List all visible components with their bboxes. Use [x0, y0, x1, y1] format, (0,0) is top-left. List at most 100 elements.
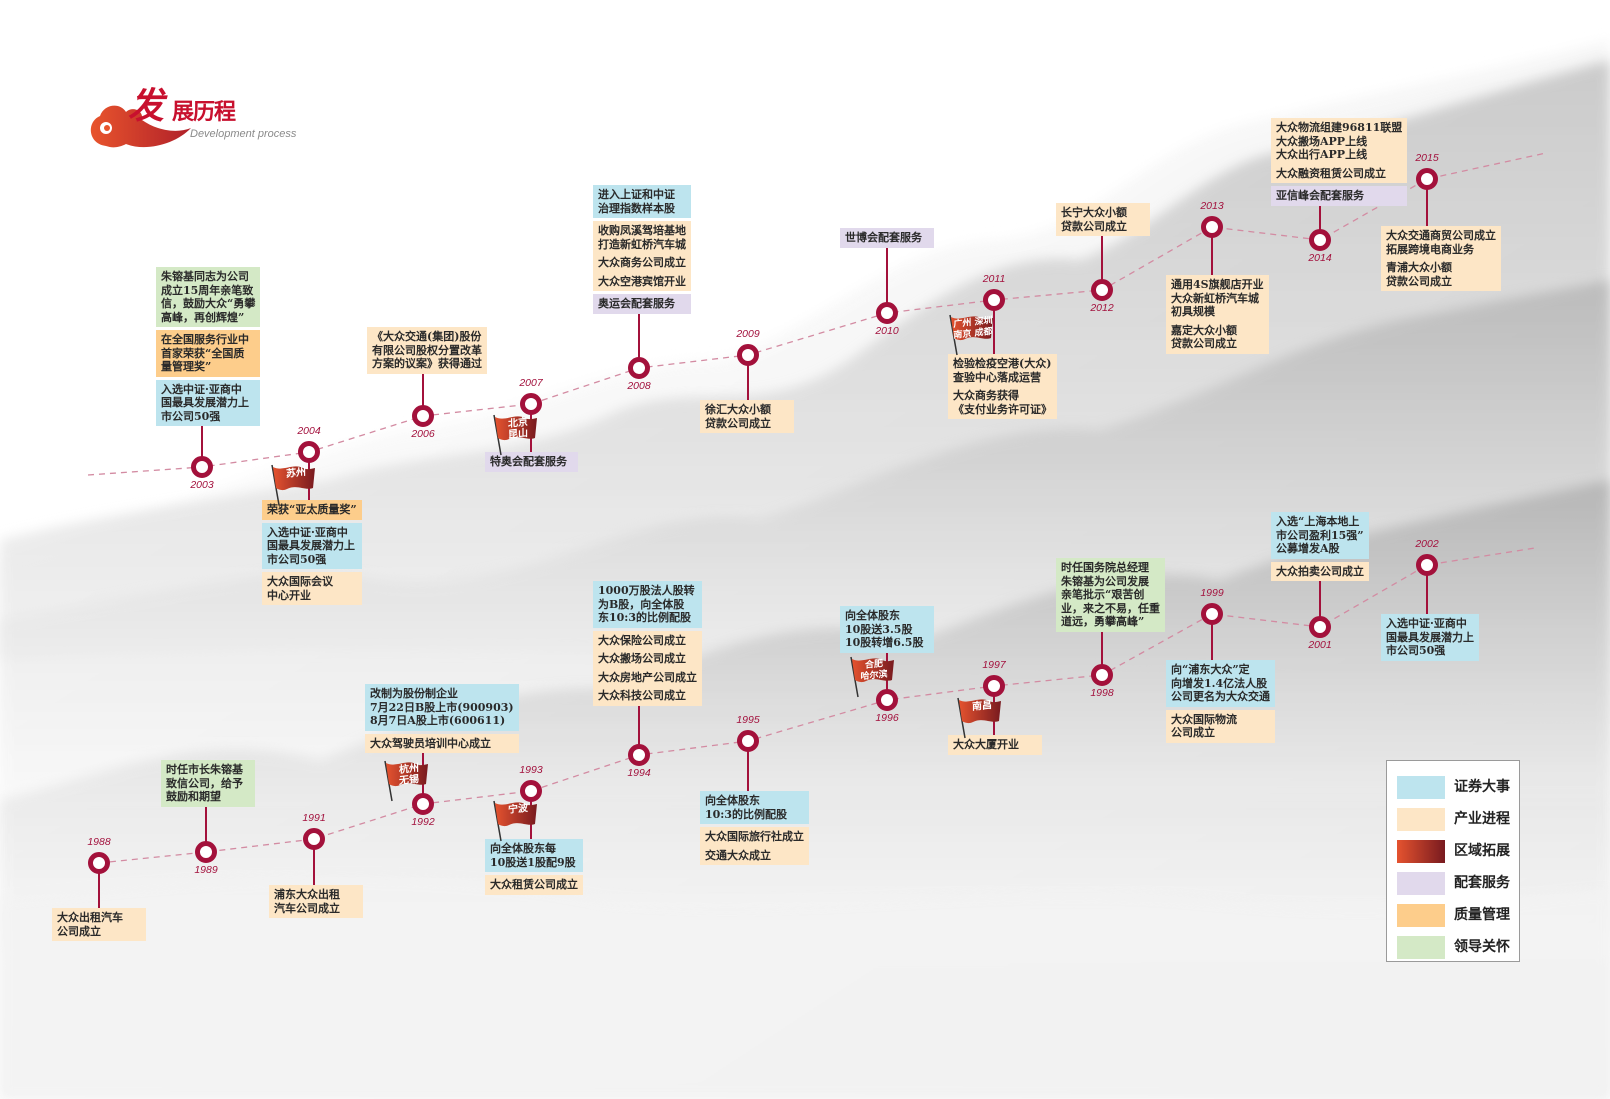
- year-label: 2010: [875, 325, 899, 337]
- event-box-1993: 向全体股东每 10股送1股配9股大众租赁公司成立: [485, 839, 583, 895]
- legend-label: 配套服务: [1454, 875, 1510, 891]
- year-node-2013: [1201, 216, 1223, 238]
- event-item-securities: 向全体股东 10股送3.5股 10股转增6.5股: [840, 606, 934, 653]
- region-flag-1996: 合肥 哈尔滨: [848, 656, 896, 698]
- year-label: 2013: [1200, 200, 1224, 212]
- year-node-1999: [1201, 603, 1223, 625]
- event-item-service: 奥运会配套服务: [593, 294, 691, 314]
- event-box-1998: 时任国务院总经理 朱镕基为公司发展 亲笔批示“艰苦创 业，来之不易，任重 道远，…: [1056, 558, 1165, 632]
- year-label: 1999: [1200, 587, 1224, 599]
- event-item-securities: 向“浦东大众”定 向增发1.4亿法人股 公司更名为大众交通: [1166, 660, 1275, 707]
- event-item-quality: 在全国服务行业中 首家荣获“全国质 量管理奖”: [156, 330, 261, 377]
- logo-title-en: Development process: [190, 128, 297, 140]
- year-node-2012: [1091, 279, 1113, 301]
- event-item-industry: 大众交通商贸公司成立 拓展跨境电商业务: [1381, 226, 1501, 259]
- event-item-industry: 大众出租汽车 公司成立: [52, 908, 146, 941]
- year-label: 1995: [736, 714, 760, 726]
- year-label: 2014: [1308, 252, 1332, 264]
- event-box-1997: 大众大厦开业: [948, 735, 1042, 755]
- legend-label: 质量管理: [1454, 907, 1510, 923]
- year-node-1997: [983, 675, 1005, 697]
- event-item-service: 特奥会配套服务: [485, 452, 578, 472]
- event-item-industry: 浦东大众出租 汽车公司成立: [269, 885, 363, 918]
- legend-item-quality: 质量管理: [1397, 899, 1519, 931]
- year-node-2007: [520, 393, 542, 415]
- event-box-1989: 时任市长朱镕基 致信公司，给予 鼓励和期望: [161, 760, 255, 807]
- region-flag-2011: 广州 深圳 南京 成都: [947, 314, 995, 356]
- legend-label: 证券大事: [1454, 779, 1510, 795]
- region-flag-2007: 北京 昆山: [491, 414, 539, 456]
- year-label: 1992: [411, 816, 435, 828]
- legend: 证券大事 产业进程 区域拓展 配套服务 质量管理 领导关怀: [1386, 760, 1520, 962]
- flag-city-names: 合肥 哈尔滨: [860, 659, 888, 683]
- event-box-2001: 入选“上海本地上 市公司盈利15强” 公募增发A股 大众拍卖公司成立: [1271, 512, 1369, 581]
- year-label: 1994: [627, 767, 651, 779]
- legend-swatch: [1397, 871, 1445, 895]
- region-flag-1992: 杭州 无锡: [382, 760, 430, 802]
- event-box-2015: 大众交通商贸公司成立 拓展跨境电商业务 青浦大众小额 贷款公司成立: [1381, 226, 1501, 291]
- legend-swatch: [1397, 935, 1445, 959]
- event-item-industry: 大众搬场公司成立: [593, 650, 702, 669]
- year-node-2002: [1416, 554, 1438, 576]
- event-box-2014: 大众物流组建96811联盟 大众搬场APP上线 大众出行APP上线 大众融资租赁公…: [1271, 118, 1408, 206]
- year-label: 2011: [982, 273, 1006, 285]
- event-box-2003: 朱镕基同志为公司 成立15周年亲笔致 信，鼓励大众“勇攀 高峰，再创辉煌” 在全国…: [156, 267, 261, 426]
- event-item-leadership: 时任国务院总经理 朱镕基为公司发展 亲笔批示“艰苦创 业，来之不易，任重 道远，…: [1056, 558, 1165, 632]
- legend-swatch: [1397, 839, 1445, 863]
- year-label: 2009: [736, 328, 760, 340]
- year-node-2006: [412, 405, 434, 427]
- event-box-1991: 浦东大众出租 汽车公司成立: [269, 885, 363, 918]
- year-label: 1997: [982, 659, 1006, 671]
- auspicious-cloud-icon: [90, 105, 191, 148]
- event-item-service: 亚信峰会配套服务: [1271, 186, 1408, 206]
- event-box-2008: 进入上证和中证 治理指数样本股 收购凤溪驾培基地 打造新虹桥汽车城 大众商务公司成立…: [593, 185, 691, 314]
- event-item-securities: 向全体股东每 10股送1股配9股: [485, 839, 583, 872]
- event-item-industry: 嘉定大众小额 贷款公司成立: [1166, 321, 1269, 354]
- event-box-2006: 《大众交通(集团)股份 有限公司股权分置改革 方案的议案》获得通过: [367, 327, 487, 374]
- year-node-1993: [520, 780, 542, 802]
- year-node-2010: [876, 302, 898, 324]
- region-flag-1997: 南昌: [955, 697, 1003, 739]
- year-node-1995: [737, 730, 759, 752]
- year-label: 1998: [1090, 687, 1114, 699]
- logo-title-first-char: 发: [128, 85, 165, 127]
- event-item-securities: 入选中证·亚商中 国最具发展潜力上 市公司50强: [262, 522, 362, 569]
- red-flag-icon: [271, 464, 315, 506]
- legend-item-securities: 证券大事: [1397, 771, 1519, 803]
- upper-timeline-dashed-line: [87, 152, 1547, 476]
- legend-swatch: [1397, 775, 1445, 799]
- year-node-2014: [1309, 229, 1331, 251]
- red-flag-icon: [850, 656, 894, 698]
- red-flag-icon: [493, 414, 537, 456]
- event-box-2004: 荣获“亚太质量奖” 入选中证·亚商中 国最具发展潜力上 市公司50强 大众国际会议 …: [262, 500, 362, 605]
- year-node-1991: [303, 828, 325, 850]
- region-flag-1993: 宁波: [491, 800, 539, 842]
- event-item-industry: 青浦大众小额 贷款公司成立: [1381, 259, 1501, 291]
- event-box-1999: 向“浦东大众”定 向增发1.4亿法人股 公司更名为大众交通 大众国际物流 公司成立: [1166, 660, 1275, 743]
- event-box-2007: 特奥会配套服务: [485, 452, 578, 472]
- legend-label: 领导关怀: [1454, 939, 1510, 955]
- year-node-1988: [88, 852, 110, 874]
- event-box-2010: 世博会配套服务: [840, 228, 934, 248]
- event-box-1988: 大众出租汽车 公司成立: [52, 908, 146, 941]
- event-box-2012: 长宁大众小额 贷款公司成立: [1056, 203, 1150, 236]
- event-item-industry: 大众租赁公司成立: [485, 875, 583, 895]
- red-flag-icon: [949, 314, 993, 356]
- event-box-2013: 通用4S旗舰店开业 大众新虹桥汽车城 初具规模 嘉定大众小额 贷款公司成立: [1166, 275, 1269, 354]
- legend-label: 区域拓展: [1454, 843, 1510, 859]
- year-label: 2003: [190, 479, 214, 491]
- legend-swatch: [1397, 903, 1445, 927]
- event-item-industry: 大众物流组建96811联盟 大众搬场APP上线 大众出行APP上线: [1271, 118, 1408, 165]
- event-item-leadership: 朱镕基同志为公司 成立15周年亲笔致 信，鼓励大众“勇攀 高峰，再创辉煌”: [156, 267, 261, 327]
- event-item-industry: 大众大厦开业: [948, 735, 1042, 755]
- year-node-2003: [191, 456, 213, 478]
- year-node-1989: [195, 841, 217, 863]
- event-item-industry: 徐汇大众小额 贷款公司成立: [700, 400, 794, 433]
- event-item-industry: 通用4S旗舰店开业 大众新虹桥汽车城 初具规模: [1166, 275, 1269, 322]
- event-item-securities: 进入上证和中证 治理指数样本股: [593, 185, 691, 218]
- event-item-industry: 大众商务公司成立: [593, 254, 691, 273]
- event-item-industry: 大众科技公司成立: [593, 687, 702, 706]
- flag-city-names: 北京 昆山: [508, 416, 528, 442]
- event-item-industry: 检验检疫空港(大众) 查验中心落成运营: [948, 354, 1057, 387]
- year-label: 2006: [411, 428, 435, 440]
